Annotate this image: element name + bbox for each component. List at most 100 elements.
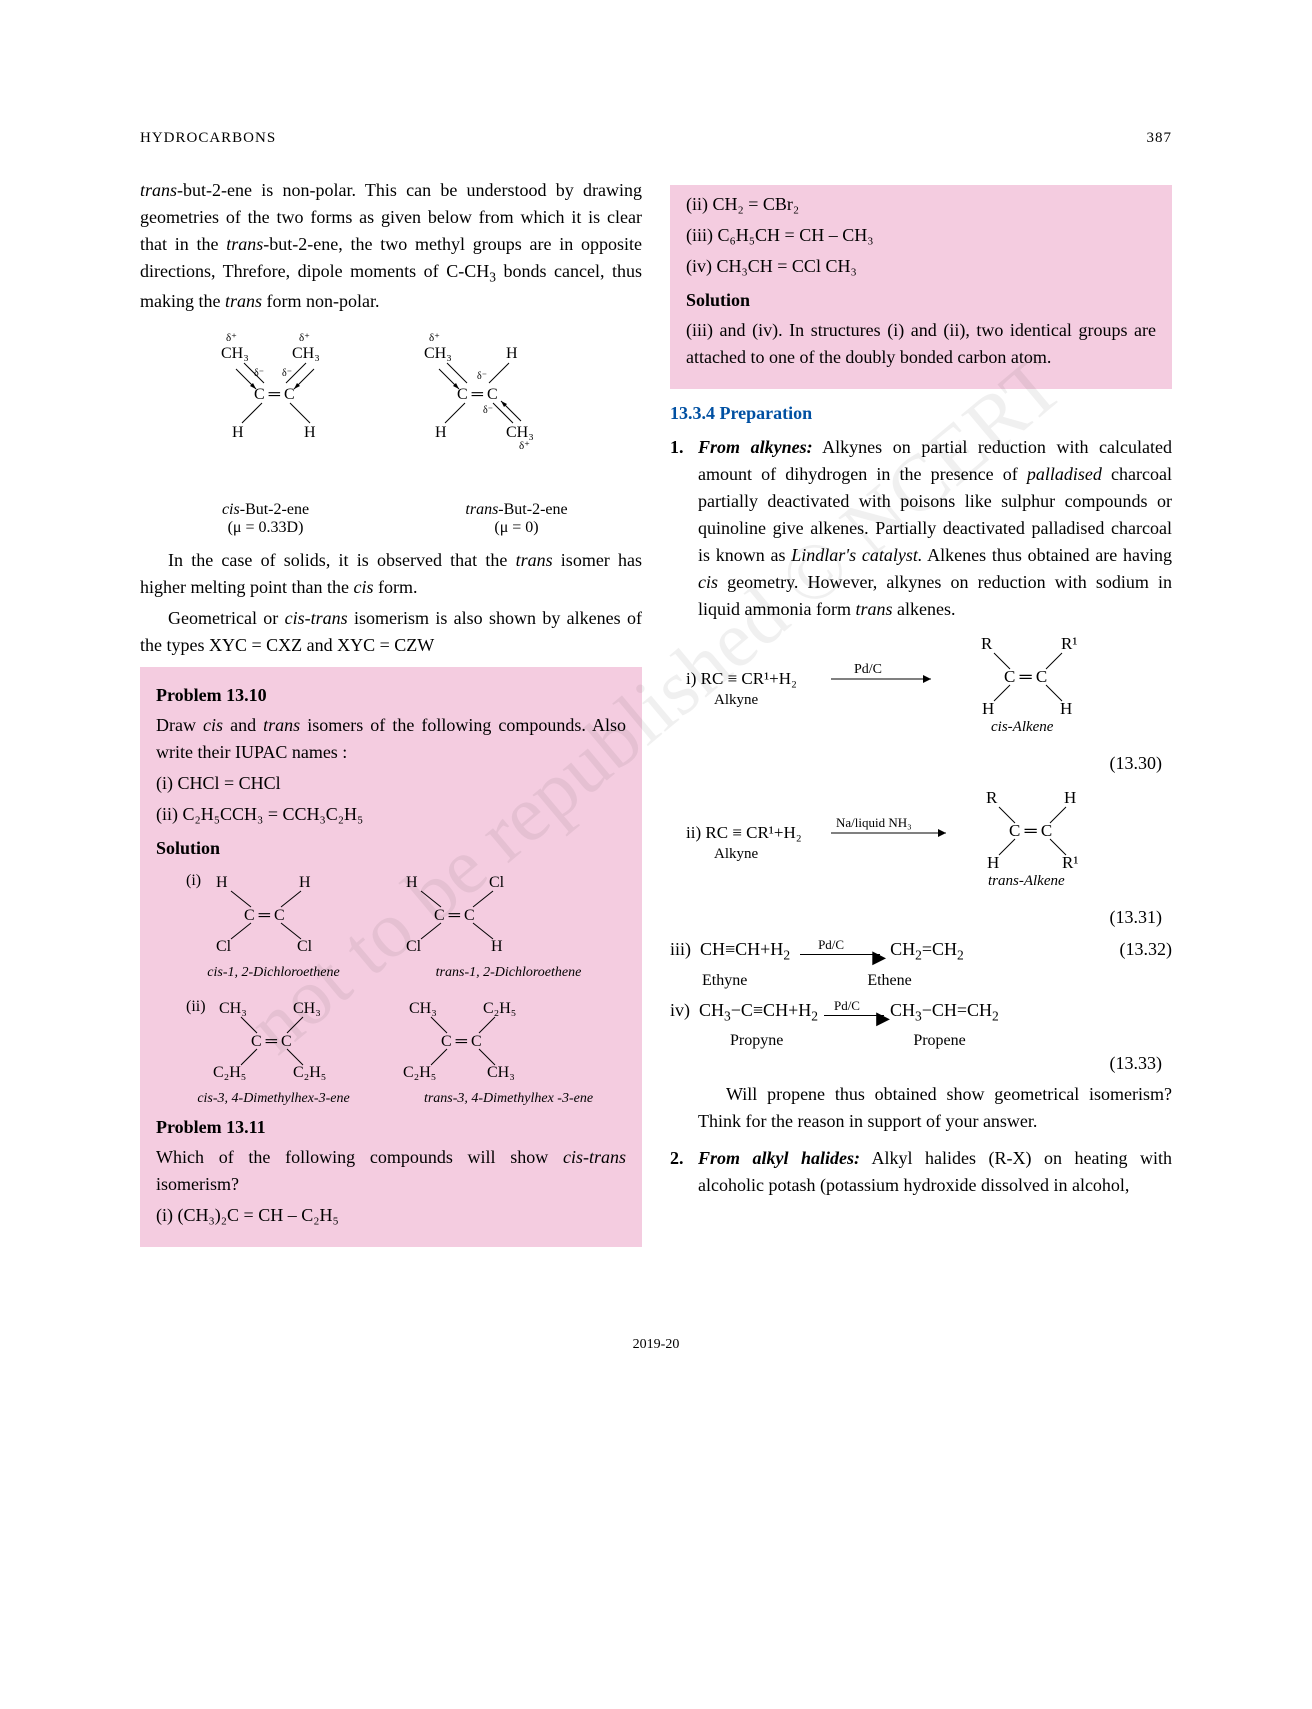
header-page-num: 387 xyxy=(1147,130,1173,147)
p11-solution-label: Solution xyxy=(686,290,1156,311)
eq-13-33-num: (13.33) xyxy=(670,1050,1162,1077)
svg-text:C ═ C: C ═ C xyxy=(1004,667,1047,686)
svg-text:H: H xyxy=(987,853,999,872)
svg-text:R¹: R¹ xyxy=(1061,634,1077,653)
eq-13-30-svg: i) RC ≡ CR¹+H₂ Alkyne Pd/C RR¹ C ═ C HH … xyxy=(686,629,1156,744)
ethyne-label: Ethyne xyxy=(702,972,747,990)
eq-13-30-num: (13.30) xyxy=(670,750,1162,777)
svg-text:δ⁻: δ⁻ xyxy=(282,368,292,379)
svg-text:H: H xyxy=(491,938,503,955)
svg-text:cis-Alkene: cis-Alkene xyxy=(991,719,1054,735)
svg-text:δ⁻: δ⁻ xyxy=(477,371,487,382)
problem-10-solution-label: Solution xyxy=(156,838,626,859)
para-solids: In the case of solids, it is observed th… xyxy=(140,547,642,601)
propene-label: Propene xyxy=(913,1032,965,1050)
problem-11-prompt: Which of the following compounds will sh… xyxy=(156,1144,626,1198)
eq-13-32-labels: Ethyne Ethene xyxy=(702,972,1172,990)
svg-text:H: H xyxy=(299,874,311,891)
svg-text:Cl: Cl xyxy=(216,938,232,955)
butene-structures-svg: δ⁺ CH₃ δ⁺ CH₃ δ⁻ δ⁻ C ═ C H xyxy=(176,321,606,491)
svg-text:Cl: Cl xyxy=(489,874,505,891)
problem-10-title: Problem 13.10 xyxy=(156,685,626,706)
svg-text:CH₃: CH₃ xyxy=(506,424,534,441)
section-13-3-4: 13.3.4 Preparation xyxy=(670,403,1172,424)
problem-13-10: Problem 13.10 Draw cis and trans isomers… xyxy=(140,667,642,1247)
cis-mu: (μ = 0.33D) xyxy=(140,519,391,537)
svg-text:δ⁻: δ⁻ xyxy=(483,405,493,416)
problem-11-title: Problem 13.11 xyxy=(156,1117,626,1138)
svg-text:H: H xyxy=(1060,699,1072,718)
butene-captions: cis-But-2-ene (μ = 0.33D) trans-But-2-en… xyxy=(140,501,642,537)
problem-10-ii: (ii) C₂H₅CCH₃ = CCH₃C₂H₅ xyxy=(156,801,626,828)
p11-iii: (iii) C₆H₅CH = CH – CH₃ xyxy=(686,222,1156,249)
svg-text:δ⁺: δ⁺ xyxy=(429,332,440,344)
svg-text:CH₃: CH₃ xyxy=(424,345,452,362)
svg-text:Pd/C: Pd/C xyxy=(854,662,882,677)
svg-text:C ═ C: C ═ C xyxy=(251,1033,292,1050)
left-column: trans-but-2-ene is non-polar. This can b… xyxy=(140,177,642,1247)
svg-text:Alkyne: Alkyne xyxy=(714,846,759,862)
svg-text:H: H xyxy=(1064,788,1076,807)
svg-text:C₂H₅: C₂H₅ xyxy=(293,1064,326,1081)
svg-text:H: H xyxy=(232,424,244,441)
cis-dichloro-label: cis-1, 2-Dichloroethene xyxy=(156,965,391,981)
svg-text:H: H xyxy=(982,699,994,718)
svg-text:C ═ C: C ═ C xyxy=(457,386,498,403)
svg-text:C ═ C: C ═ C xyxy=(254,386,295,403)
marker-2: 2. xyxy=(670,1145,698,1199)
svg-text:Na/liquid NH₃: Na/liquid NH₃ xyxy=(836,815,912,830)
svg-text:C ═ C: C ═ C xyxy=(441,1033,482,1050)
svg-text:H: H xyxy=(435,424,447,441)
prep-item-1: 1. From alkynes: Alkynes on partial redu… xyxy=(670,434,1172,623)
svg-text:R: R xyxy=(981,634,993,653)
trans-dimethylhex-label: trans-3, 4-Dimethylhex -3-ene xyxy=(391,1091,626,1107)
eq-13-32: iii) CH≡CH+H2 Pd/C ▶ CH2=CH2 (13.32) xyxy=(670,939,1172,964)
svg-text:C ═ C: C ═ C xyxy=(244,907,285,924)
svg-text:CH₃: CH₃ xyxy=(221,345,249,362)
p11-iv: (iv) CH₃CH = CCl CH₃ xyxy=(686,253,1156,280)
svg-text:i) RC ≡ CR¹+H₂: i) RC ≡ CR¹+H₂ xyxy=(686,669,797,688)
svg-text:R¹: R¹ xyxy=(1062,853,1078,872)
eq-13-33-labels: Propyne Propene xyxy=(730,1032,1172,1050)
page: not to be republished © NCERT HYDROCARBO… xyxy=(0,0,1312,1413)
item1-lead: From alkynes: xyxy=(698,437,813,457)
problem-10-prompt: Draw cis and trans isomers of the follow… xyxy=(156,712,626,766)
trans-dichloro-label: trans-1, 2-Dichloroethene xyxy=(391,965,626,981)
svg-text:ii) RC ≡ CR¹+H₂: ii) RC ≡ CR¹+H₂ xyxy=(686,823,802,842)
svg-text:δ⁺: δ⁺ xyxy=(519,440,530,452)
eq-13-33: iv) CH3−C≡CH+H2 Pd/C ▶ CH3−CH=CH2 xyxy=(670,1000,1172,1025)
eq-13-32-num: (13.32) xyxy=(1120,939,1173,960)
marker-1: 1. xyxy=(670,434,698,623)
svg-text:δ⁻: δ⁻ xyxy=(254,368,264,379)
trans-label: trans-But-2-ene xyxy=(391,501,642,519)
dichloro-captions: cis-1, 2-Dichloroethene trans-1, 2-Dichl… xyxy=(156,965,626,981)
svg-text:(i): (i) xyxy=(186,872,201,889)
dimethylhexene-svg: (ii) CH₃CH₃ C ═ C C₂H₅C₂H₅ CH₃C₂H₅ C ═ C xyxy=(181,991,601,1081)
svg-text:δ⁺: δ⁺ xyxy=(299,332,310,344)
item2-lead: From alkyl halides: xyxy=(698,1148,860,1168)
item1-body: From alkynes: Alkynes on partial reducti… xyxy=(698,434,1172,623)
svg-text:CH₃: CH₃ xyxy=(487,1064,515,1081)
svg-text:Alkyne: Alkyne xyxy=(714,692,759,708)
svg-text:C₂H₅: C₂H₅ xyxy=(213,1064,246,1081)
problem-11-i: (i) (CH₃)₂C = CH – C₂H₅ xyxy=(156,1202,626,1229)
prep-item-2: 2. From alkyl halides: Alkyl halides (R-… xyxy=(670,1145,1172,1199)
svg-text:H: H xyxy=(216,874,228,891)
header-left: HYDROCARBONS xyxy=(140,130,276,147)
dimethylhex-captions: cis-3, 4-Dimethylhex-3-ene trans-3, 4-Di… xyxy=(156,1091,626,1107)
svg-text:C₂H₅: C₂H₅ xyxy=(403,1064,436,1081)
trans-mu: (μ = 0) xyxy=(391,519,642,537)
svg-text:(ii): (ii) xyxy=(186,998,206,1015)
svg-text:C₂H₅: C₂H₅ xyxy=(483,1000,516,1017)
item1-followup: Will propene thus obtained show geometri… xyxy=(698,1081,1172,1135)
svg-text:R: R xyxy=(986,788,998,807)
running-head: HYDROCARBONS 387 xyxy=(140,130,1172,147)
svg-text:H: H xyxy=(304,424,316,441)
problem-11-cont-box: (ii) CH₂ = CBr₂ (iii) C₆H₅CH = CH – CH₃ … xyxy=(670,185,1172,389)
para-trans-explanation: trans-but-2-ene is non-polar. This can b… xyxy=(140,177,642,315)
cis-dimethylhex-label: cis-3, 4-Dimethylhex-3-ene xyxy=(156,1091,391,1107)
eq-13-31-svg: ii) RC ≡ CR¹+H₂ Alkyne Na/liquid NH₃ RH … xyxy=(686,783,1156,898)
propyne-label: Propyne xyxy=(730,1032,783,1050)
svg-text:CH₃: CH₃ xyxy=(293,1000,321,1017)
p11-ii: (ii) CH₂ = CBr₂ xyxy=(686,191,1156,218)
